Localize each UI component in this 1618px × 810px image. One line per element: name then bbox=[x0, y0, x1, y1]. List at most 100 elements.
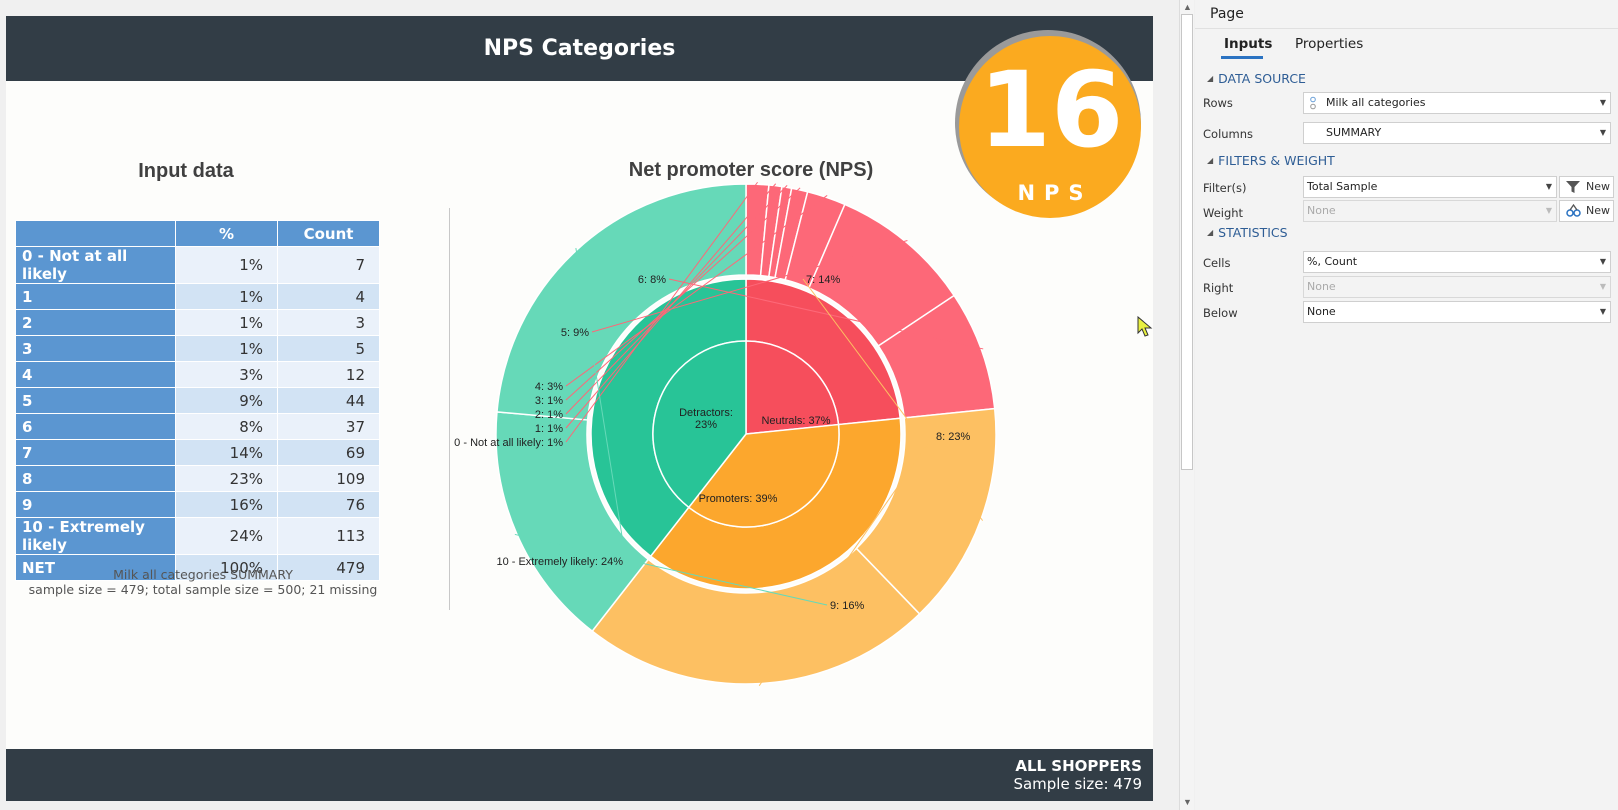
percent-cell: 23% bbox=[175, 465, 278, 492]
table-row: 0 - Not at all likely 1% 7 bbox=[15, 246, 380, 284]
cells-label: Cells bbox=[1203, 256, 1231, 270]
table-row: 8 23% 109 bbox=[15, 465, 380, 492]
row-label-cell: 5 bbox=[15, 387, 176, 414]
leader-line bbox=[565, 187, 801, 401]
weight-label: Weight bbox=[1203, 206, 1244, 220]
outer-slice bbox=[496, 183, 747, 421]
right-dropdown[interactable]: None ▼ bbox=[1303, 276, 1611, 298]
tab-properties[interactable]: Properties bbox=[1295, 36, 1364, 52]
row-label-cell: 0 - Not at all likely bbox=[15, 246, 176, 284]
table-header-count: Count bbox=[277, 220, 380, 247]
tab-inputs[interactable]: Inputs bbox=[1224, 36, 1273, 52]
outer-slice-label: 4: 3% bbox=[535, 381, 563, 393]
table-row: 1 1% 4 bbox=[15, 283, 380, 310]
dropdown-caret-icon: ▼ bbox=[1599, 257, 1606, 266]
input-data-title: Input data bbox=[138, 160, 234, 182]
percent-cell: 9% bbox=[175, 387, 278, 414]
leader-line bbox=[802, 278, 984, 521]
mouse-cursor-icon bbox=[1137, 316, 1153, 337]
table-header-blank bbox=[15, 220, 176, 247]
nps-badge-disc bbox=[959, 36, 1141, 218]
outer-slice-label: 0 - Not at all likely: 1% bbox=[454, 437, 563, 449]
core-slice-promoters bbox=[652, 340, 747, 509]
nps-score-label: NPS bbox=[1017, 181, 1093, 205]
leader-line bbox=[668, 278, 984, 350]
outer-slice-label: 10 - Extremely likely: 24% bbox=[496, 556, 623, 568]
below-dropdown[interactable]: None ▼ bbox=[1303, 301, 1611, 323]
count-cell: 69 bbox=[277, 439, 380, 466]
outer-slice-label: 9: 16% bbox=[830, 600, 864, 612]
collapse-triangle-icon[interactable]: ◢ bbox=[1207, 74, 1214, 83]
report-slide: NPS Categories 16 NPS Input data % Count… bbox=[6, 16, 1153, 801]
count-cell: 479 bbox=[277, 554, 380, 581]
row-label-cell: 1 bbox=[15, 283, 176, 310]
outer-slice bbox=[591, 547, 921, 685]
row-label-cell: 4 bbox=[15, 361, 176, 388]
weight-scale-icon bbox=[1566, 204, 1581, 217]
percent-cell: 100% bbox=[175, 554, 278, 581]
table-row: 3 1% 5 bbox=[15, 335, 380, 362]
vertical-scrollbar[interactable]: ▲ ▼ bbox=[1179, 0, 1194, 810]
core-slice-detractors bbox=[745, 340, 840, 435]
rows-dropdown[interactable]: Milk all categories ▼ bbox=[1303, 92, 1611, 114]
cells-dropdown[interactable]: %, Count ▼ bbox=[1303, 251, 1611, 273]
footer-segment: ALL SHOPPERS bbox=[1015, 757, 1142, 775]
table-row: 5 9% 44 bbox=[15, 387, 380, 414]
filters-dropdown[interactable]: Total Sample ▼ bbox=[1303, 176, 1557, 198]
inner-slice-label-2: 23% bbox=[695, 419, 717, 431]
table-row: NET 100% 479 bbox=[15, 554, 380, 581]
table-row: 4 3% 12 bbox=[15, 361, 380, 388]
new-filter-button[interactable]: New bbox=[1559, 176, 1614, 198]
nps-score-value: 16 bbox=[978, 49, 1124, 171]
columns-dropdown[interactable]: SUMMARY ▼ bbox=[1303, 122, 1611, 144]
weight-dropdown[interactable]: None ▼ bbox=[1303, 200, 1557, 222]
percent-cell: 24% bbox=[175, 517, 278, 555]
dropdown-caret-icon: ▼ bbox=[1545, 182, 1552, 191]
outer-slice-label: 7: 14% bbox=[806, 274, 840, 286]
outer-slice-label: 2: 1% bbox=[535, 409, 563, 421]
table-row: 7 14% 69 bbox=[15, 439, 380, 466]
section-divider bbox=[449, 208, 450, 610]
percent-cell: 1% bbox=[175, 246, 278, 284]
section-data-source[interactable]: ◢ DATA SOURCE bbox=[1207, 71, 1306, 86]
count-cell: 3 bbox=[277, 309, 380, 336]
count-cell: 12 bbox=[277, 361, 380, 388]
row-label-cell: 10 - Extremely likely bbox=[15, 517, 176, 555]
scrollbar-thumb[interactable] bbox=[1181, 14, 1193, 470]
collapse-triangle-icon[interactable]: ◢ bbox=[1207, 228, 1214, 237]
count-cell: 37 bbox=[277, 413, 380, 440]
leader-line bbox=[591, 240, 908, 333]
section-statistics-label: STATISTICS bbox=[1218, 225, 1288, 240]
right-value: None bbox=[1307, 280, 1336, 293]
row-label-cell: 6 bbox=[15, 413, 176, 440]
rows-value: Milk all categories bbox=[1326, 96, 1426, 109]
panel-title: Page bbox=[1210, 6, 1244, 22]
slide-title: NPS Categories bbox=[483, 36, 676, 61]
outer-slice-label: 3: 1% bbox=[535, 395, 563, 407]
table-row: 10 - Extremely likely 24% 113 bbox=[15, 517, 380, 555]
row-label-cell: 3 bbox=[15, 335, 176, 362]
row-label-cell: NET bbox=[15, 554, 176, 581]
nps-sunburst-chart: Detractors:23% Neutrals: 37% Promoters: 39… bbox=[454, 181, 997, 686]
row-label-cell: 8 bbox=[15, 465, 176, 492]
count-cell: 44 bbox=[277, 387, 380, 414]
panel-divider bbox=[1195, 28, 1618, 29]
count-cell: 5 bbox=[277, 335, 380, 362]
new-weight-button[interactable]: New bbox=[1559, 200, 1614, 222]
filters-value: Total Sample bbox=[1307, 180, 1378, 193]
table-header-row: % Count bbox=[15, 220, 380, 247]
filter-funnel-icon bbox=[1566, 181, 1580, 193]
section-statistics[interactable]: ◢ STATISTICS bbox=[1207, 225, 1288, 240]
active-tab-indicator bbox=[1221, 56, 1263, 59]
percent-cell: 16% bbox=[175, 491, 278, 518]
leader-line bbox=[575, 248, 627, 562]
cells-value: %, Count bbox=[1307, 255, 1358, 268]
columns-label: Columns bbox=[1203, 127, 1254, 141]
collapse-triangle-icon[interactable]: ◢ bbox=[1207, 156, 1214, 165]
scroll-down-arrow-icon[interactable]: ▼ bbox=[1183, 797, 1192, 807]
below-value: None bbox=[1307, 305, 1336, 318]
section-filters-weight[interactable]: ◢ FILTERS & WEIGHT bbox=[1207, 153, 1335, 168]
scroll-up-arrow-icon[interactable]: ▲ bbox=[1183, 2, 1192, 12]
inner-slice-label: Neutrals: 37% bbox=[761, 415, 830, 427]
outer-slice-label: 1: 1% bbox=[535, 423, 563, 435]
